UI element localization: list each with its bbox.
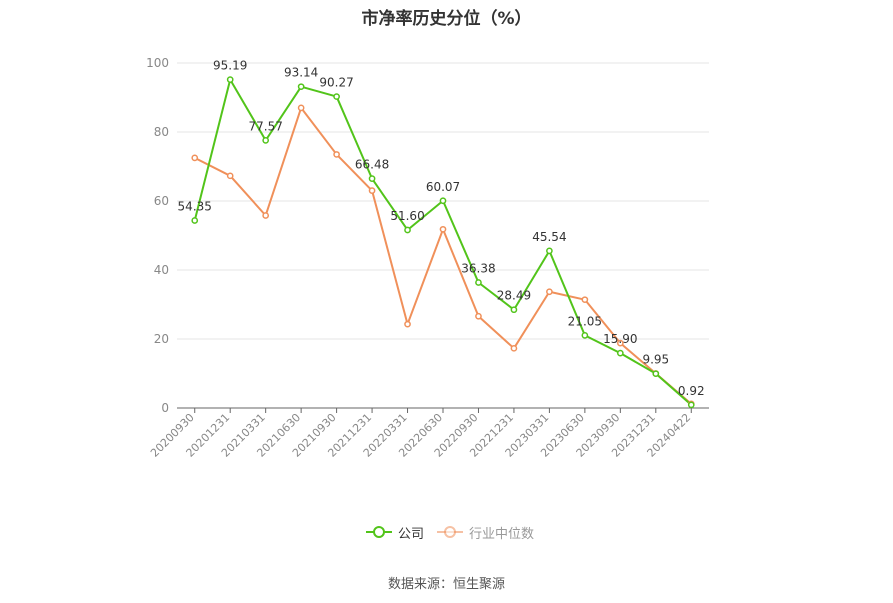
point-industry-median <box>510 344 518 352</box>
legend-label-industry-median: 行业中位数 <box>469 526 535 542</box>
legend-item-industry-median[interactable]: 行业中位数 <box>437 521 534 543</box>
data-label-company: 95.19 <box>213 59 247 73</box>
data-label-company: 28.49 <box>497 289 531 303</box>
point-company <box>616 349 624 357</box>
point-industry-median <box>404 320 411 328</box>
data-label-company: 51.60 <box>390 209 424 223</box>
data-label-company: 66.48 <box>355 158 389 172</box>
data-label-company: 93.14 <box>284 66 318 80</box>
legend-marker-industry-median <box>437 526 463 538</box>
point-industry-median <box>439 225 447 233</box>
point-company <box>226 76 234 83</box>
point-industry-median <box>333 151 340 158</box>
point-company <box>333 93 340 100</box>
point-industry-median <box>368 187 376 194</box>
point-industry-median <box>546 288 553 296</box>
data-label-company: 9.95 <box>642 353 669 367</box>
data-label-company: 90.27 <box>319 76 353 90</box>
point-company <box>404 226 411 234</box>
data-label-company: 21.05 <box>568 314 602 328</box>
point-industry-median <box>191 154 199 162</box>
point-industry-median <box>297 104 305 112</box>
legend: 公司 行业中位数 <box>0 521 893 543</box>
y-axis-ticks: 0 20 40 60 80 100 <box>146 56 169 415</box>
y-tick-label: 60 <box>154 194 169 208</box>
data-label-company: 36.38 <box>461 261 495 275</box>
point-company <box>581 332 589 339</box>
point-company <box>262 137 270 144</box>
series-points <box>191 76 695 409</box>
point-industry-median <box>581 296 589 304</box>
point-industry-median <box>226 172 234 180</box>
data-label-company: 45.54 <box>532 230 566 244</box>
data-label-company: 54.35 <box>178 199 212 213</box>
x-axis-ticks: 2020093020201231202103312021063020210930… <box>148 411 693 460</box>
point-industry-median <box>262 212 270 219</box>
y-tick-label: 100 <box>146 56 169 70</box>
y-tick-label: 20 <box>154 332 169 346</box>
x-axis <box>177 407 709 413</box>
legend-label-company: 公司 <box>398 526 425 542</box>
point-company <box>368 175 376 182</box>
point-company <box>510 306 518 314</box>
point-company <box>439 197 447 205</box>
data-source: 数据来源：恒生聚源 <box>387 577 505 592</box>
data-label-company: 60.07 <box>426 180 460 194</box>
data-label-company: 15.90 <box>603 332 637 346</box>
point-company <box>475 279 482 286</box>
point-company <box>652 370 660 378</box>
point-company <box>687 401 695 409</box>
point-company <box>191 217 199 224</box>
point-company <box>546 247 553 255</box>
legend-marker-company <box>366 526 392 538</box>
point-company <box>297 83 305 91</box>
data-label-company: 77.57 <box>248 119 282 133</box>
point-industry-median <box>616 339 624 347</box>
chart-title: 市净率历史分位（%） <box>361 9 532 29</box>
y-tick-label: 40 <box>154 263 169 277</box>
data-label-company: 0.92 <box>678 384 705 398</box>
series-line-industry-median <box>194 106 692 405</box>
y-tick-label: 0 <box>161 401 169 415</box>
point-industry-median <box>475 312 482 320</box>
legend-item-company[interactable]: 公司 <box>366 521 424 543</box>
y-tick-label: 80 <box>154 125 169 139</box>
